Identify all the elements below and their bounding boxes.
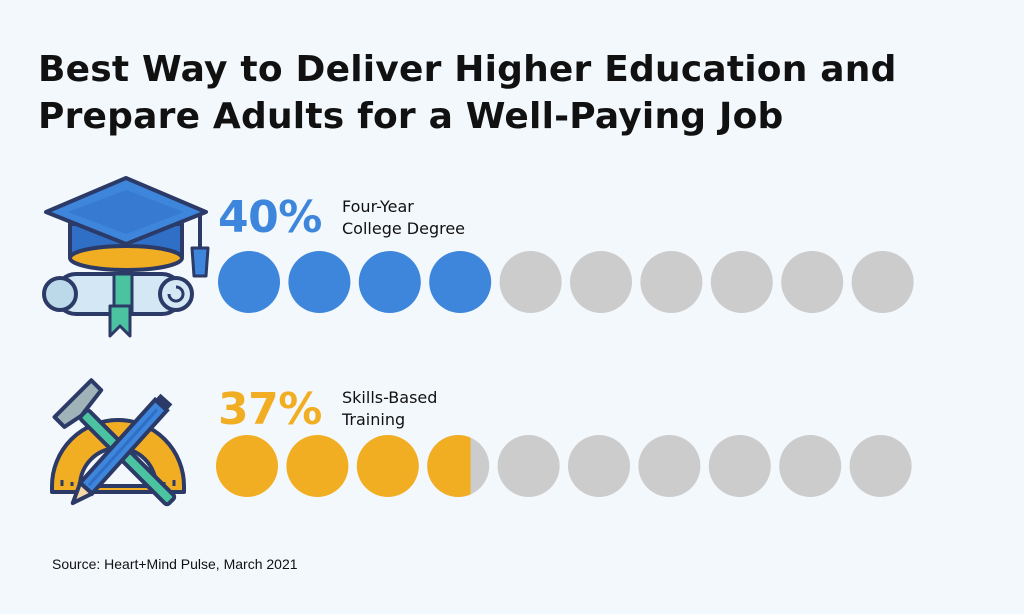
title-line-1: Best Way to Deliver Higher Education and	[38, 49, 897, 90]
skills-dot-3	[356, 435, 419, 497]
degree-percent: 40%	[218, 192, 322, 243]
degree-dot-9	[781, 251, 844, 313]
degree-dot-6	[570, 251, 632, 313]
skills-dot-6	[568, 435, 630, 497]
degree-label-line-2: College Degree	[342, 219, 466, 238]
skills-dot-10	[849, 435, 912, 497]
degree-dot-3	[358, 251, 421, 313]
skills-label: Skills-Based Training	[342, 387, 437, 431]
skills-dot-2	[286, 435, 349, 497]
skills-label-line-1: Skills-Based	[342, 388, 438, 407]
degree-dot-1	[218, 251, 280, 313]
degree-dot-5	[499, 251, 562, 313]
degree-dot-7	[640, 251, 703, 313]
skills-dot-7	[638, 435, 701, 497]
degree-dot-4	[429, 251, 492, 313]
skills-dot-9	[779, 435, 842, 497]
degree-dot-10	[851, 251, 914, 313]
skills-dot-1	[216, 435, 278, 497]
degree-label: Four-Year College Degree	[342, 196, 465, 240]
degree-dot-8	[710, 251, 773, 313]
skills-dot-5	[497, 435, 560, 497]
skills-percent: 37%	[218, 384, 322, 435]
degree-label-line-1: Four-Year	[342, 197, 414, 216]
source-note: Source: Heart+Mind Pulse, March 2021	[52, 556, 298, 572]
tools-pencil-hammer-protractor-icon	[50, 378, 186, 507]
title-line-2: Prepare Adults for a Well-Paying Job	[38, 96, 784, 137]
skills-dot-8	[708, 435, 771, 497]
skills-dot-4	[427, 435, 490, 497]
graduation-cap-diploma-icon	[42, 176, 210, 338]
degree-dot-2	[288, 251, 351, 313]
chart-title: Best Way to Deliver Higher Education and…	[38, 46, 998, 140]
skills-label-line-2: Training	[342, 410, 406, 429]
